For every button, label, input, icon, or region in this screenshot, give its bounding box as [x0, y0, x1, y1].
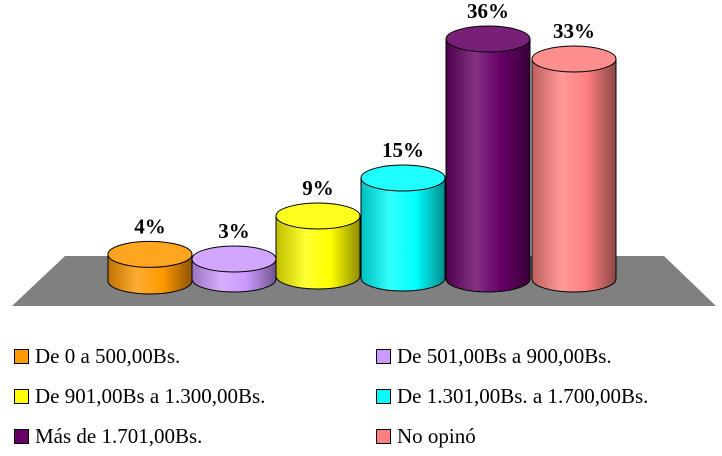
legend-label: De 1.301,00Bs. a 1.700,00Bs.	[397, 383, 649, 408]
legend-swatch	[14, 428, 29, 444]
legend-swatch	[376, 388, 391, 404]
legend-item: De 501,00Bs a 900,00Bs.	[376, 336, 722, 376]
data-label: 4%	[134, 214, 166, 238]
bar-top	[107, 240, 193, 268]
data-label: 33%	[553, 19, 595, 43]
data-label: 3%	[218, 219, 250, 243]
legend-item: No opinó	[376, 416, 722, 456]
bar-4	[360, 164, 446, 292]
data-label: 9%	[302, 176, 334, 200]
bar-body	[531, 58, 617, 293]
bar-2	[191, 245, 277, 293]
bar-6	[531, 45, 617, 293]
chart-legend: De 0 a 500,00Bs. De 501,00Bs a 900,00Bs. D…	[14, 336, 722, 456]
bar-top	[360, 164, 446, 192]
bar-5	[445, 25, 531, 293]
bar-top	[275, 202, 361, 230]
legend-label: De 901,00Bs a 1.300,00Bs.	[35, 383, 266, 408]
legend-swatch	[376, 348, 391, 364]
legend-label: No opinó	[397, 423, 476, 448]
legend-label: De 501,00Bs a 900,00Bs.	[397, 343, 612, 368]
bar-body	[275, 215, 361, 290]
chart-plot: 4% 3% 9% 15% 36% 33%	[12, 0, 716, 306]
legend-item: De 901,00Bs a 1.300,00Bs.	[14, 376, 376, 416]
bar-top	[445, 25, 531, 53]
bar-3	[275, 202, 361, 290]
legend-item: De 0 a 500,00Bs.	[14, 336, 376, 376]
data-label: 36%	[467, 0, 509, 23]
legend-item: De 1.301,00Bs. a 1.700,00Bs.	[376, 376, 722, 416]
bar-top	[191, 245, 277, 273]
bar-1	[107, 240, 193, 295]
bar-body	[445, 38, 531, 293]
legend-item: Más de 1.701,00Bs.	[14, 416, 376, 456]
legend-swatch	[376, 428, 391, 444]
legend-label: De 0 a 500,00Bs.	[35, 343, 181, 368]
bar-body	[360, 177, 446, 292]
legend-swatch	[14, 388, 29, 404]
data-label: 15%	[382, 138, 424, 162]
legend-label: Más de 1.701,00Bs.	[35, 423, 203, 448]
legend-swatch	[14, 348, 29, 364]
bar-top	[531, 45, 617, 73]
